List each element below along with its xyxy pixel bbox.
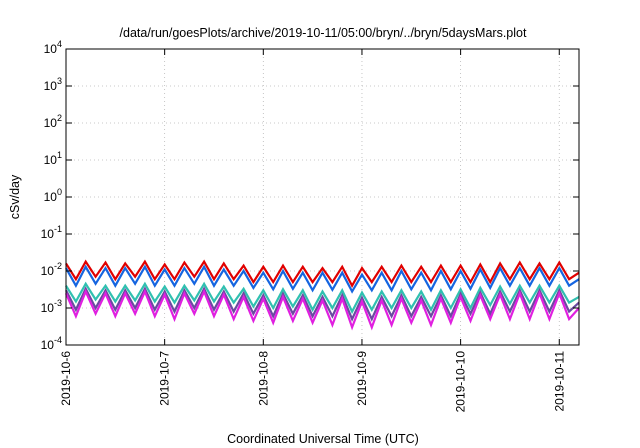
chart-title: /data/run/goesPlots/archive/2019-10-11/0… (120, 26, 527, 40)
series-line (64, 288, 580, 331)
ticks: 10-4 10-3 10-2 10-1 100 101 102 103 104 2019-10-6… (41, 39, 579, 412)
y-tick-label: 102 (44, 113, 62, 130)
y-tick-label: 10-4 (41, 335, 62, 352)
x-axis-label: Coordinated Universal Time (UTC) (227, 432, 419, 446)
x-tick-label: 2019-10-8 (256, 351, 270, 406)
y-tick-label: 10-3 (41, 298, 62, 315)
series-line (65, 281, 580, 315)
x-tick-label: 2019-10-6 (59, 351, 73, 406)
series-line (65, 286, 580, 322)
x-tick-label: 2019-10-10 (454, 351, 468, 413)
series-line (65, 259, 580, 289)
y-tick-label: 10-2 (41, 261, 62, 278)
y-tick-label: 101 (44, 150, 62, 167)
y-tick-label: 100 (44, 187, 62, 204)
x-tick-label: 2019-10-7 (158, 351, 172, 406)
series-layer (64, 259, 580, 331)
y-tick-label: 104 (44, 39, 62, 56)
x-tick-label: 2019-10-11 (552, 351, 566, 412)
y-axis-label: cSv/day (8, 174, 22, 219)
y-tick-label: 10-1 (41, 224, 62, 241)
x-tick-label: 2019-10-9 (355, 351, 369, 406)
y-tick-label: 103 (44, 76, 62, 93)
series-line (65, 264, 580, 294)
